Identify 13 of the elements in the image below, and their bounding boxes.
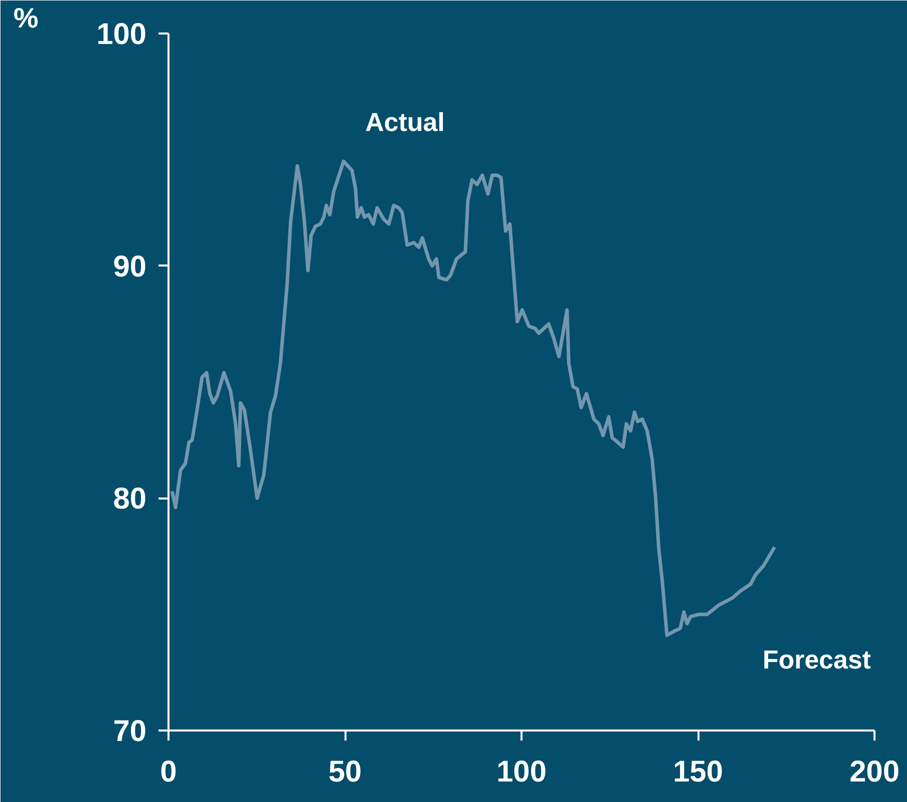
x-tick-label: 150 (672, 756, 724, 788)
annotation: Actual (365, 107, 445, 138)
annotation: Forecast (762, 644, 872, 674)
y-tick-label: 70 (113, 715, 147, 748)
y-tick-label: 80 (113, 482, 147, 516)
x-tick-label: 0 (160, 756, 177, 788)
x-tick-label: 50 (328, 756, 362, 788)
x-tick-label: 100 (496, 756, 547, 788)
line-series (170, 160, 776, 637)
y-tick-label: 100 (96, 18, 147, 51)
y-axis-title: % (14, 2, 38, 34)
y-tick-label: 90 (113, 250, 147, 284)
x-tick-label: 200 (849, 756, 900, 788)
